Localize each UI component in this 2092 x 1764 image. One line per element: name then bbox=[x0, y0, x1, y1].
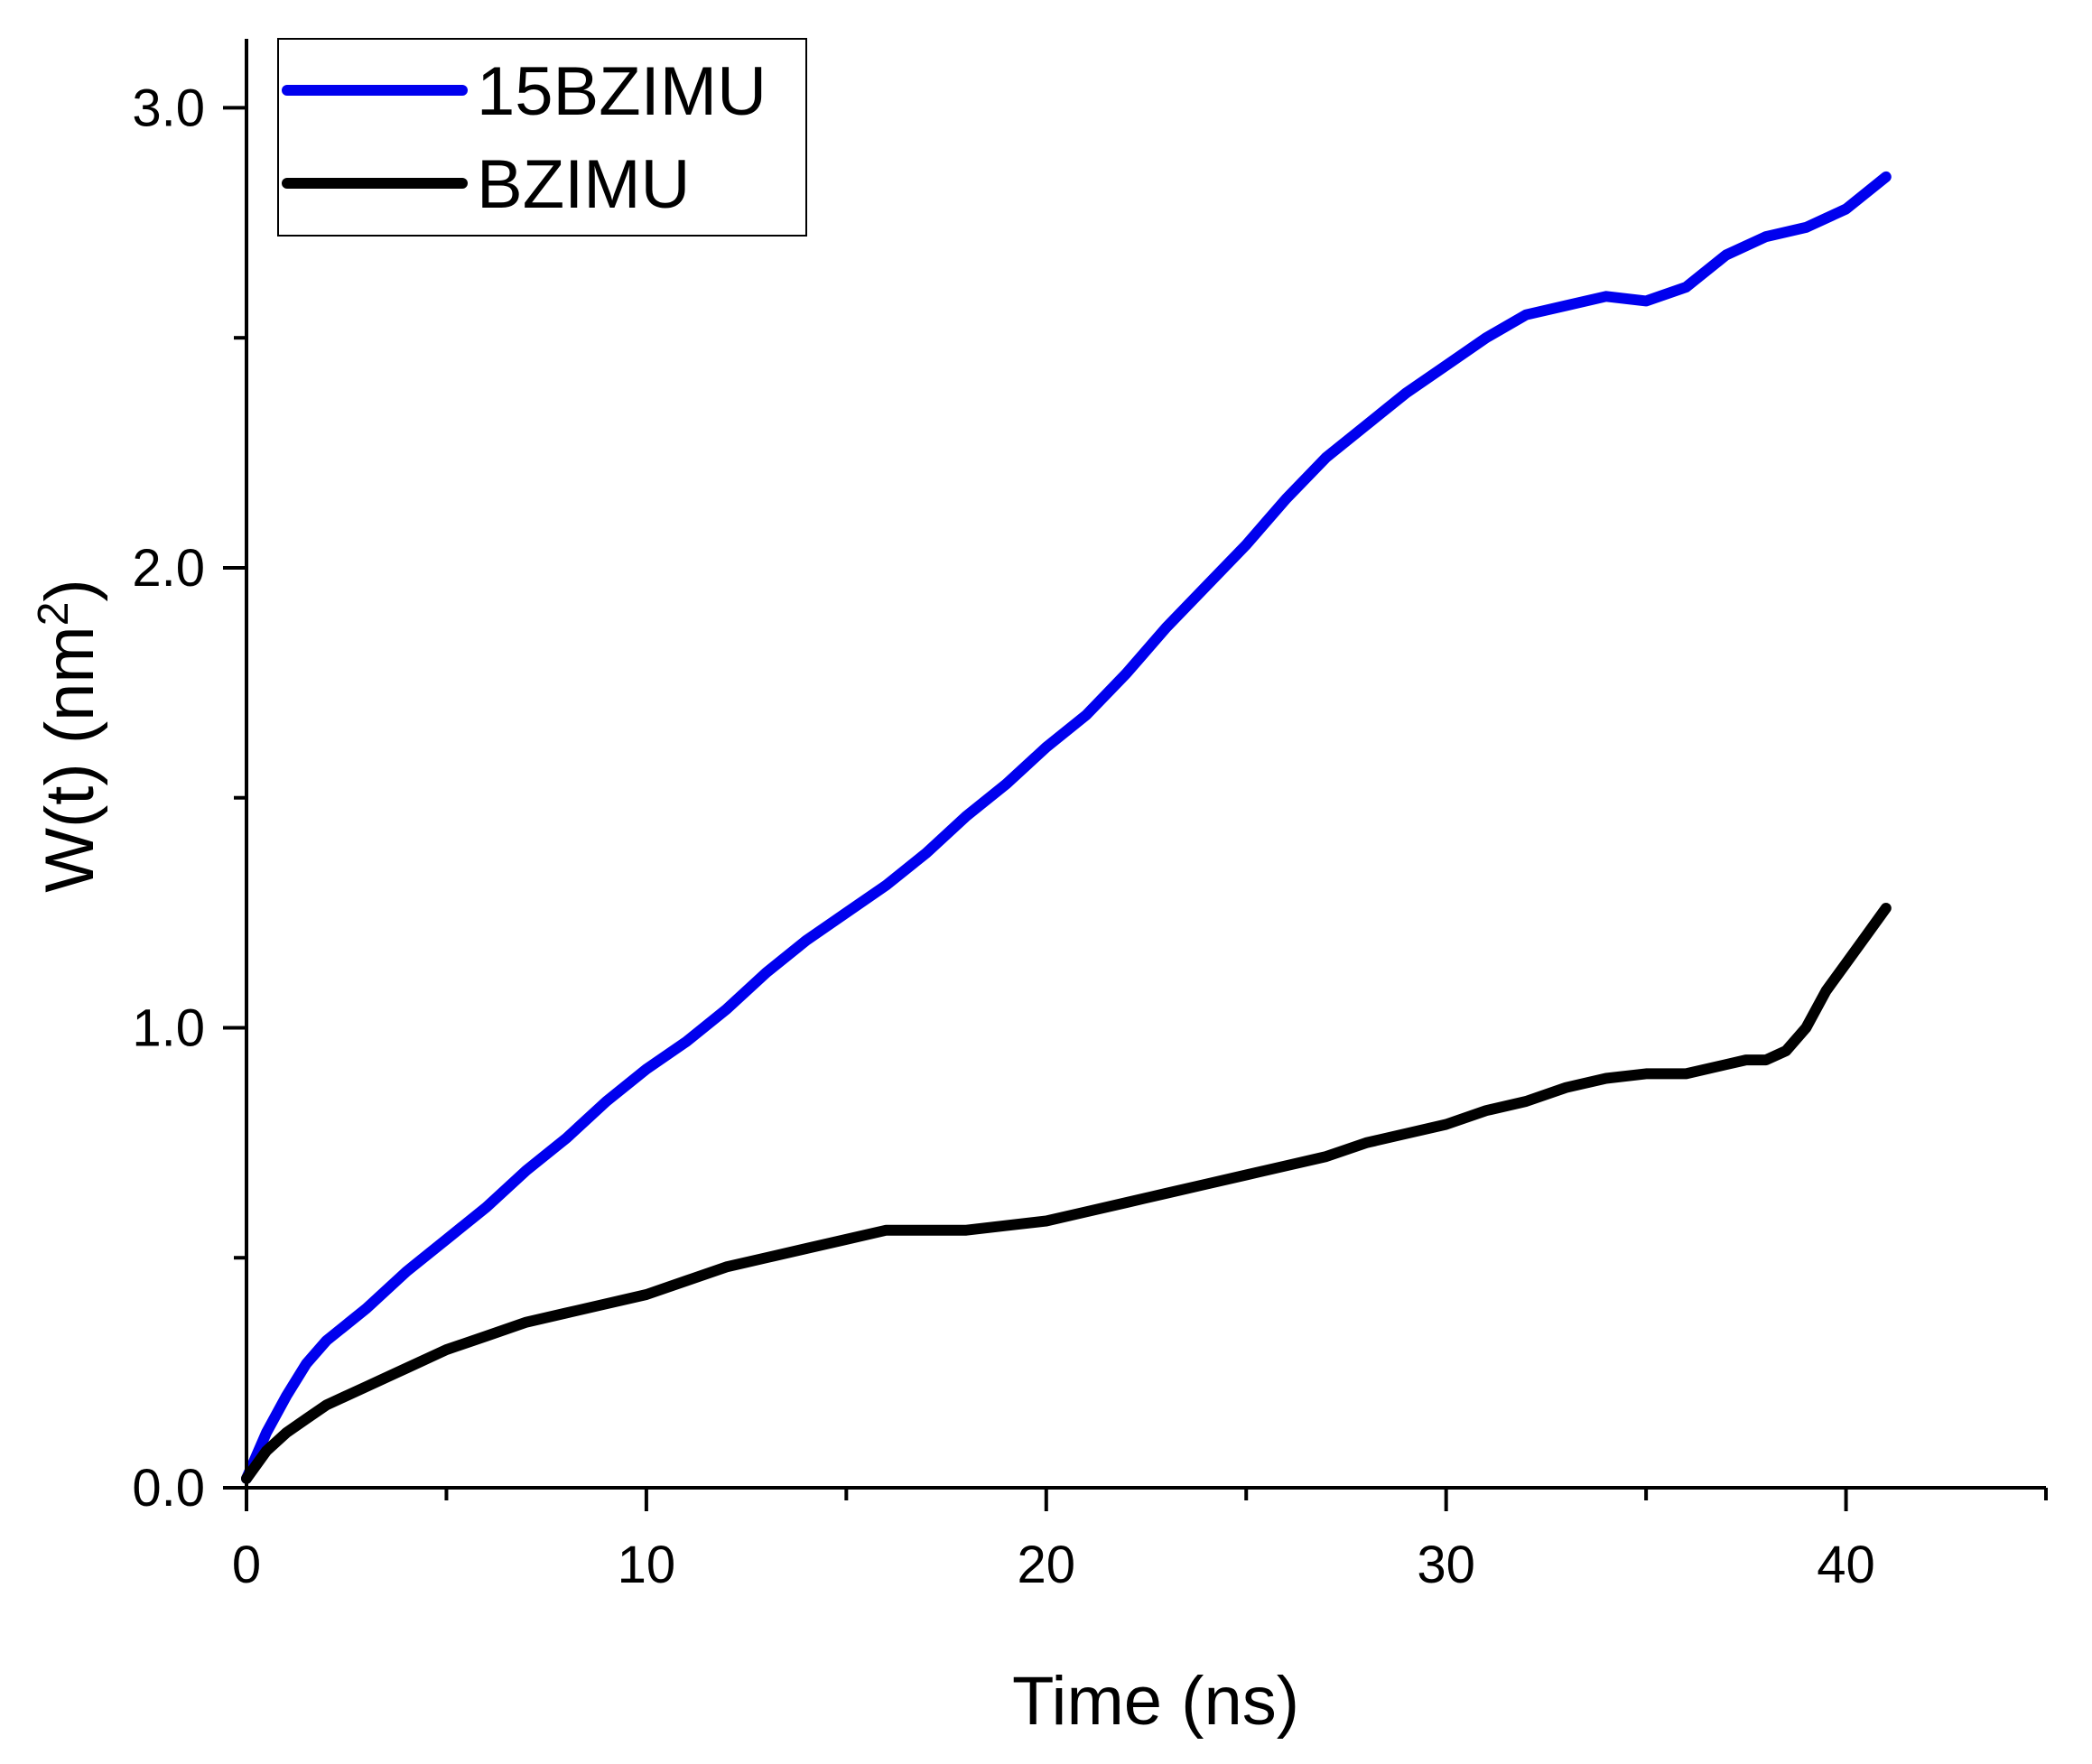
y-tick-label: 1.0 bbox=[132, 998, 205, 1057]
x-tick-label: 30 bbox=[1417, 1536, 1475, 1594]
legend: 15BZIMU BZIMU bbox=[277, 38, 807, 237]
y-axis-label: W(t) (nm2) bbox=[30, 579, 108, 892]
y-axis-label-sup: 2 bbox=[30, 602, 78, 627]
x-axis-label: Time (ns) bbox=[1012, 1663, 1299, 1740]
x-tick-label: 10 bbox=[618, 1536, 676, 1594]
legend-label-bzimu: BZIMU bbox=[477, 146, 690, 223]
x-tick-label: 20 bbox=[1018, 1536, 1076, 1594]
y-axis-label-text: W(t) (nm bbox=[32, 626, 108, 892]
x-tick-label: 40 bbox=[1817, 1536, 1875, 1594]
series-layer bbox=[241, 171, 1892, 1484]
ticks-layer: 0 10 20 30 40 0.0 1.0 2.0 3.0 bbox=[132, 79, 2048, 1594]
y-tick-label: 3.0 bbox=[132, 79, 205, 137]
axes-layer bbox=[245, 39, 2046, 1490]
y-tick-label: 2.0 bbox=[132, 539, 205, 598]
series-line-bzimu bbox=[241, 903, 1892, 1484]
legend-box bbox=[277, 38, 807, 237]
y-tick-label: 0.0 bbox=[132, 1459, 205, 1518]
series-line-15bzimu bbox=[241, 171, 1892, 1484]
x-tick-label: 0 bbox=[232, 1536, 261, 1594]
y-axis-label-close: ) bbox=[32, 579, 108, 601]
legend-label-15bzimu: 15BZIMU bbox=[477, 53, 767, 130]
